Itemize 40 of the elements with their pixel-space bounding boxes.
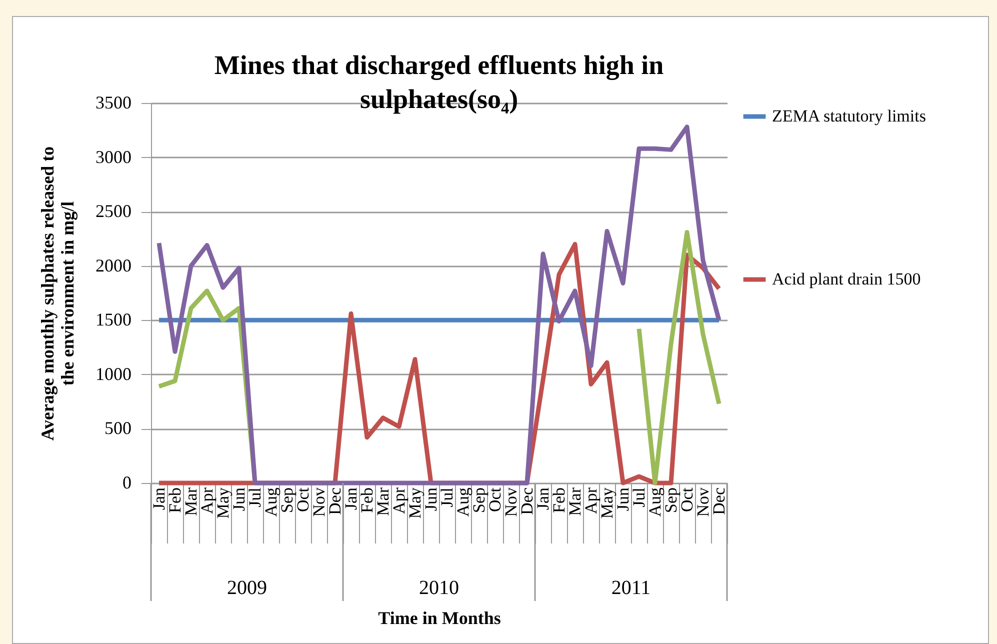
text: 2011 <box>611 577 651 599</box>
x-tick-label: Mar <box>566 487 584 516</box>
y-tick-label: 1000 <box>96 364 132 384</box>
x-tick-label: Mar <box>182 487 200 516</box>
x-tick-label: Nov <box>694 487 712 517</box>
x-tick-label: Jan <box>534 487 552 510</box>
y-tick-label: 2500 <box>96 201 132 222</box>
text: 2010 <box>419 577 459 599</box>
x-tick-label: Feb <box>550 488 568 513</box>
x-tick-label: Jul <box>438 487 456 508</box>
y-tick-label: 2000 <box>96 255 132 276</box>
x-axis-title: Time in Months <box>378 608 501 628</box>
y-tick-label: 3500 <box>96 92 132 112</box>
x-tick-label: Mar <box>374 487 392 516</box>
x-tick-label: Nov <box>502 487 520 517</box>
x-tick-label: Jan <box>342 487 360 510</box>
y-tick-label: 3000 <box>96 146 132 167</box>
x-tick-label: Aug <box>262 487 280 517</box>
x-tick-label: Apr <box>582 487 600 514</box>
y-tick-label: 500 <box>104 418 132 438</box>
x-tick-label: Jul <box>630 487 648 508</box>
text: 2009 <box>227 577 267 599</box>
x-tick-label: Aug <box>646 487 664 517</box>
legend-label: ZEMA statutory limits <box>772 106 926 126</box>
x-tick-label: Nov <box>310 487 328 517</box>
x-tick-label: Feb <box>358 488 376 513</box>
x-tick-label: Apr <box>198 487 216 514</box>
x-tick-label: Jan <box>150 487 168 510</box>
x-tick-label: Dec <box>518 487 536 515</box>
chart-title: Mines that discharged effluents high in sulphates(so₄) <box>214 50 664 114</box>
y-axis-title: Average monthly sulphates released to the environment in mg/l <box>38 146 78 441</box>
y-tick-label: 1500 <box>96 310 132 330</box>
x-tick-label: Aug <box>454 487 472 517</box>
x-tick-label: Feb <box>166 488 184 513</box>
x-tick-label: Jul <box>246 487 264 508</box>
x-tick-label: Dec <box>710 487 728 515</box>
x-tick-label: Dec <box>326 487 344 515</box>
legend-label: Acid plant drain 1500 <box>772 270 921 288</box>
x-tick-label: Apr <box>390 487 408 514</box>
y-tick-label: 0 <box>122 472 132 492</box>
